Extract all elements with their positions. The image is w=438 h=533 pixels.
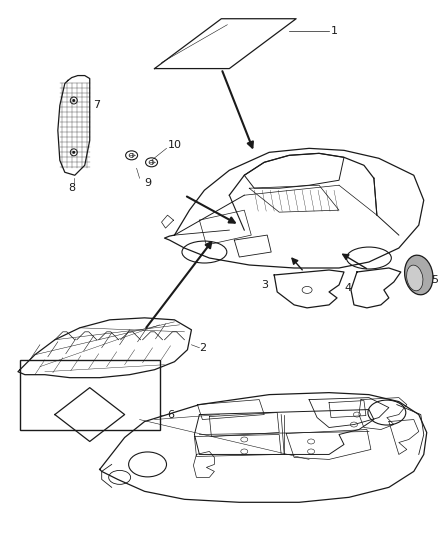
Bar <box>20 360 159 430</box>
Text: 1: 1 <box>331 26 338 36</box>
Text: 7: 7 <box>93 101 100 110</box>
Text: 9: 9 <box>145 178 152 188</box>
Text: 2: 2 <box>199 343 207 353</box>
Ellipse shape <box>72 151 75 154</box>
Text: 6: 6 <box>167 409 174 419</box>
Text: 4: 4 <box>344 283 351 293</box>
Ellipse shape <box>72 99 75 102</box>
Ellipse shape <box>405 255 433 295</box>
Text: 5: 5 <box>431 275 438 285</box>
Ellipse shape <box>406 265 423 291</box>
Text: 3: 3 <box>261 280 268 290</box>
Text: 8: 8 <box>68 183 75 193</box>
Text: 10: 10 <box>167 140 181 150</box>
